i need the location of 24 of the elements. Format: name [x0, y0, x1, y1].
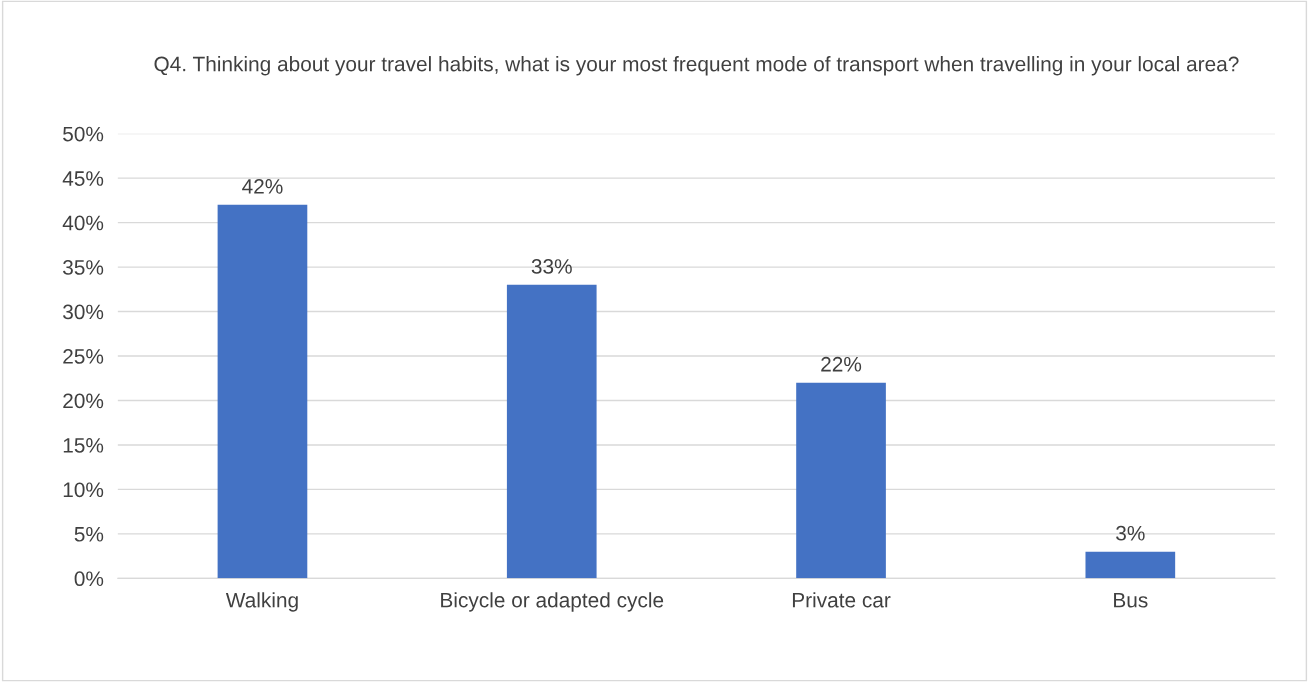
- y-tick-label: 40%: [62, 215, 104, 231]
- data-label: 22%: [821, 356, 862, 372]
- bar: [796, 382, 886, 579]
- bar: [506, 284, 597, 579]
- x-tick-label: Bus: [1114, 592, 1148, 608]
- chart-title: Q4. Thinking about your travel habits, what is your most frequent mode of transport when travelling in your local area?: [154, 56, 1239, 76]
- bar: [1085, 551, 1176, 579]
- y-tick-label: 45%: [62, 171, 104, 186]
- x-tick-label: Walking: [225, 592, 298, 612]
- y-tick-label: 0%: [74, 571, 104, 587]
- y-tick-label: 5%: [74, 526, 104, 542]
- data-label: 42%: [242, 179, 283, 194]
- y-tick-label: 35%: [63, 260, 104, 275]
- data-label: 3%: [1116, 525, 1145, 541]
- y-tick-label: 10%: [63, 482, 104, 498]
- data-label: 33%: [531, 259, 572, 274]
- y-tick-label: 20%: [63, 393, 104, 409]
- y-tick-label: 15%: [63, 438, 104, 453]
- y-tick-label: 30%: [63, 304, 104, 320]
- y-tick-label: 50%: [63, 126, 104, 142]
- x-tick-label: Bicycle or adapted cycle: [441, 592, 664, 612]
- x-tick-label: Private car: [792, 592, 891, 608]
- bar: [217, 204, 308, 579]
- y-tick-label: 25%: [63, 349, 104, 364]
